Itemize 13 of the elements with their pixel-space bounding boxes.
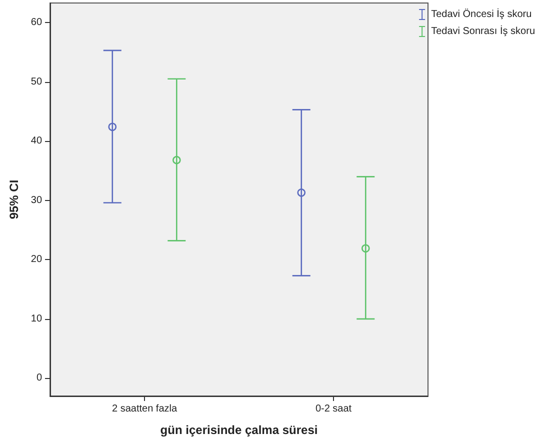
y-tick-label: 30 bbox=[30, 194, 42, 206]
y-tick-label: 40 bbox=[30, 136, 42, 147]
y-axis-title: 95% CI bbox=[7, 180, 21, 220]
y-tick-label: 50 bbox=[30, 76, 42, 88]
y-tick-label: 0 bbox=[36, 372, 42, 384]
x-axis-title: gün içerisinde çalma süresi bbox=[160, 423, 318, 437]
x-tick-label: 2 saatten fazla bbox=[112, 404, 178, 414]
legend-label: Tedavi Öncesi İş skoru bbox=[431, 8, 532, 20]
y-tick-label: 60 bbox=[30, 17, 42, 28]
x-tick-label: 0-2 saat bbox=[315, 404, 352, 414]
y-tick-label: 20 bbox=[30, 254, 42, 266]
legend-label: Tedavi Sonrası İş skoru bbox=[431, 25, 535, 37]
y-tick-label: 10 bbox=[30, 313, 42, 324]
